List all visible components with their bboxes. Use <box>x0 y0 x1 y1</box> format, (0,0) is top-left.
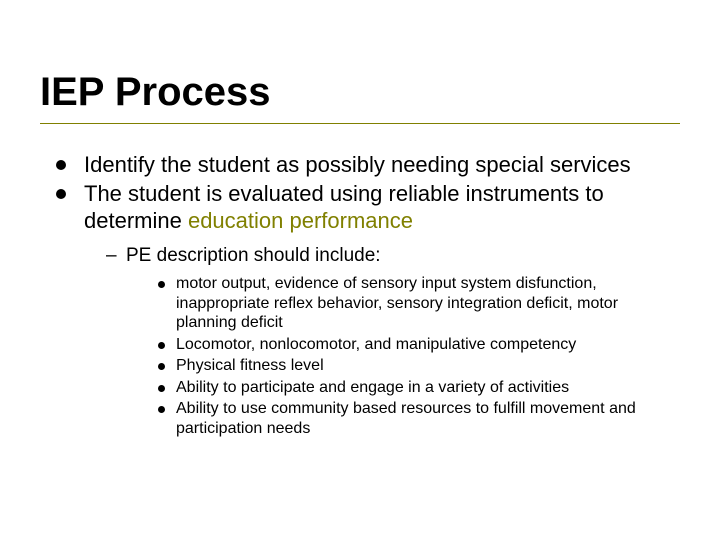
bullet-text: Ability to participate and engage in a v… <box>176 379 569 396</box>
bullet-item: Locomotor, nonlocomotor, and manipulativ… <box>154 335 670 355</box>
bullet-item: The student is evaluated using reliable … <box>48 181 670 439</box>
bullet-item: Identify the student as possibly needing… <box>48 152 670 179</box>
bullet-list-level3: motor output, evidence of sensory input … <box>126 274 670 438</box>
bullet-text: PE description should include: <box>126 245 381 266</box>
bullet-text: Physical fitness level <box>176 357 324 374</box>
bullet-item: motor output, evidence of sensory input … <box>154 274 670 333</box>
bullet-item: Physical fitness level <box>154 356 670 376</box>
bullet-list-level1: Identify the student as possibly needing… <box>40 152 680 438</box>
bullet-list-level2: PE description should include: motor out… <box>84 244 670 438</box>
bullet-item: PE description should include: motor out… <box>106 244 670 438</box>
bullet-text-highlight: education performance <box>188 208 413 233</box>
bullet-text: motor output, evidence of sensory input … <box>176 275 618 331</box>
bullet-item: Ability to participate and engage in a v… <box>154 378 670 398</box>
bullet-item: Ability to use community based resources… <box>154 399 670 438</box>
bullet-text: Identify the student as possibly needing… <box>84 152 631 177</box>
bullet-text: Ability to use community based resources… <box>176 400 636 437</box>
title-rule <box>40 123 680 124</box>
slide: IEP Process Identify the student as poss… <box>0 0 720 540</box>
slide-title: IEP Process <box>40 70 680 115</box>
bullet-text: Locomotor, nonlocomotor, and manipulativ… <box>176 336 576 353</box>
